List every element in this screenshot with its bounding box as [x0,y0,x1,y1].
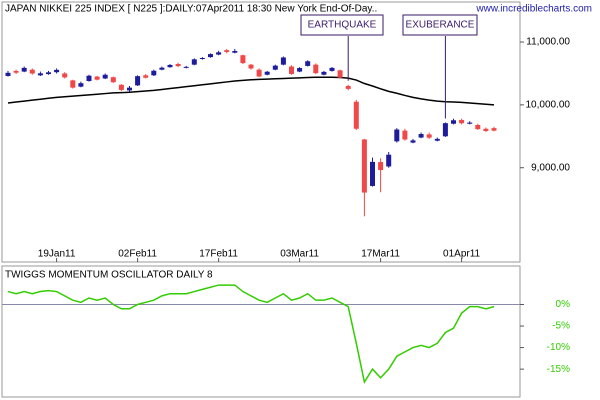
candle-body [102,74,108,79]
candle-body [224,50,230,52]
x-tick-label: 01Apr11 [443,249,481,260]
candle-body [175,64,181,67]
candle-body [426,134,432,138]
candle-body [183,66,189,68]
oscillator-line [7,284,495,385]
candle-body [37,73,43,76]
annotation-box [402,14,478,36]
x-tick-label: 02Feb11 [118,249,157,260]
oscillator-title: TWIGGS MOMENTUM OSCILLATOR DAILY 8 [5,270,213,281]
candle-body [402,130,408,140]
x-tick-label: 03Mar11 [280,249,319,260]
candle-body [337,70,343,78]
y-tick-label: -15% [547,364,570,375]
candle-body [216,52,222,55]
candle-body [280,57,286,65]
candle-body [151,70,157,76]
candle-body [313,64,319,74]
candle-body [46,72,51,75]
moving-average [7,76,495,106]
annotation: EARTHQUAKE [308,20,377,31]
candle-body [475,124,481,130]
candle-body [86,75,92,81]
y-tick-label: 10,000.00 [526,100,571,111]
candle-body [451,120,456,124]
candle-body [353,101,359,129]
candle-body [143,75,149,78]
y-tick-label: -10% [547,342,570,353]
candle-body [361,139,367,193]
candle-body [483,128,489,132]
candle-body [70,80,76,88]
candle-body [329,67,335,71]
candle-body [240,55,246,64]
oscillator-panel [1,265,521,398]
candle-body [467,122,473,124]
candle-body [345,86,351,89]
candle-body [127,87,132,91]
candle-body [289,66,294,74]
x-tick-label: 17Feb11 [199,249,238,260]
candle-body [13,70,19,73]
candle-body [110,77,116,83]
candle-body [208,54,213,58]
candle-body [248,64,254,69]
candle-body [272,65,278,70]
candle-body [442,123,448,137]
candle-body [256,69,262,77]
candle-body [21,67,27,72]
candle-body [199,57,205,59]
candle-body [491,128,497,131]
candle-body [94,76,100,80]
candle-body [321,71,327,75]
source: www.incrediblecharts.com [475,4,592,15]
candle-body [167,64,173,68]
candle-body [118,84,124,90]
candle-body [418,134,424,138]
candle-body [370,161,375,186]
y-tick-label: -5% [552,321,570,332]
candle-body [159,67,165,70]
candle-body [410,140,416,143]
y-tick-label: 9,000.00 [531,162,570,173]
x-tick-label: 17Mar11 [361,249,400,260]
candle-body [297,68,303,72]
chart-title: JAPAN NIKKEI 225 INDEX [ N225 ]:DAILY:07… [5,4,377,15]
candle-body [459,119,465,124]
candle-body [78,83,84,87]
price-panel [1,1,521,263]
candle-body [264,71,270,75]
candle-body [191,59,197,65]
y-tick-label: 11,000.00 [526,37,570,48]
y-tick-label: 0% [556,299,571,310]
annotation: EXUBERANCE [406,20,475,31]
candle-body [135,76,141,86]
candle-body [434,138,440,141]
candle-body [232,51,238,53]
candle-body [394,129,400,142]
candle-body [378,162,384,171]
candle-body [386,154,392,167]
candle-body [5,72,11,76]
annotation-box [300,14,384,36]
candle-body [29,69,35,74]
candle-body [54,69,60,73]
candle-body [305,61,311,66]
candle-body [62,73,68,78]
x-tick-label: 19Jan11 [38,249,76,260]
